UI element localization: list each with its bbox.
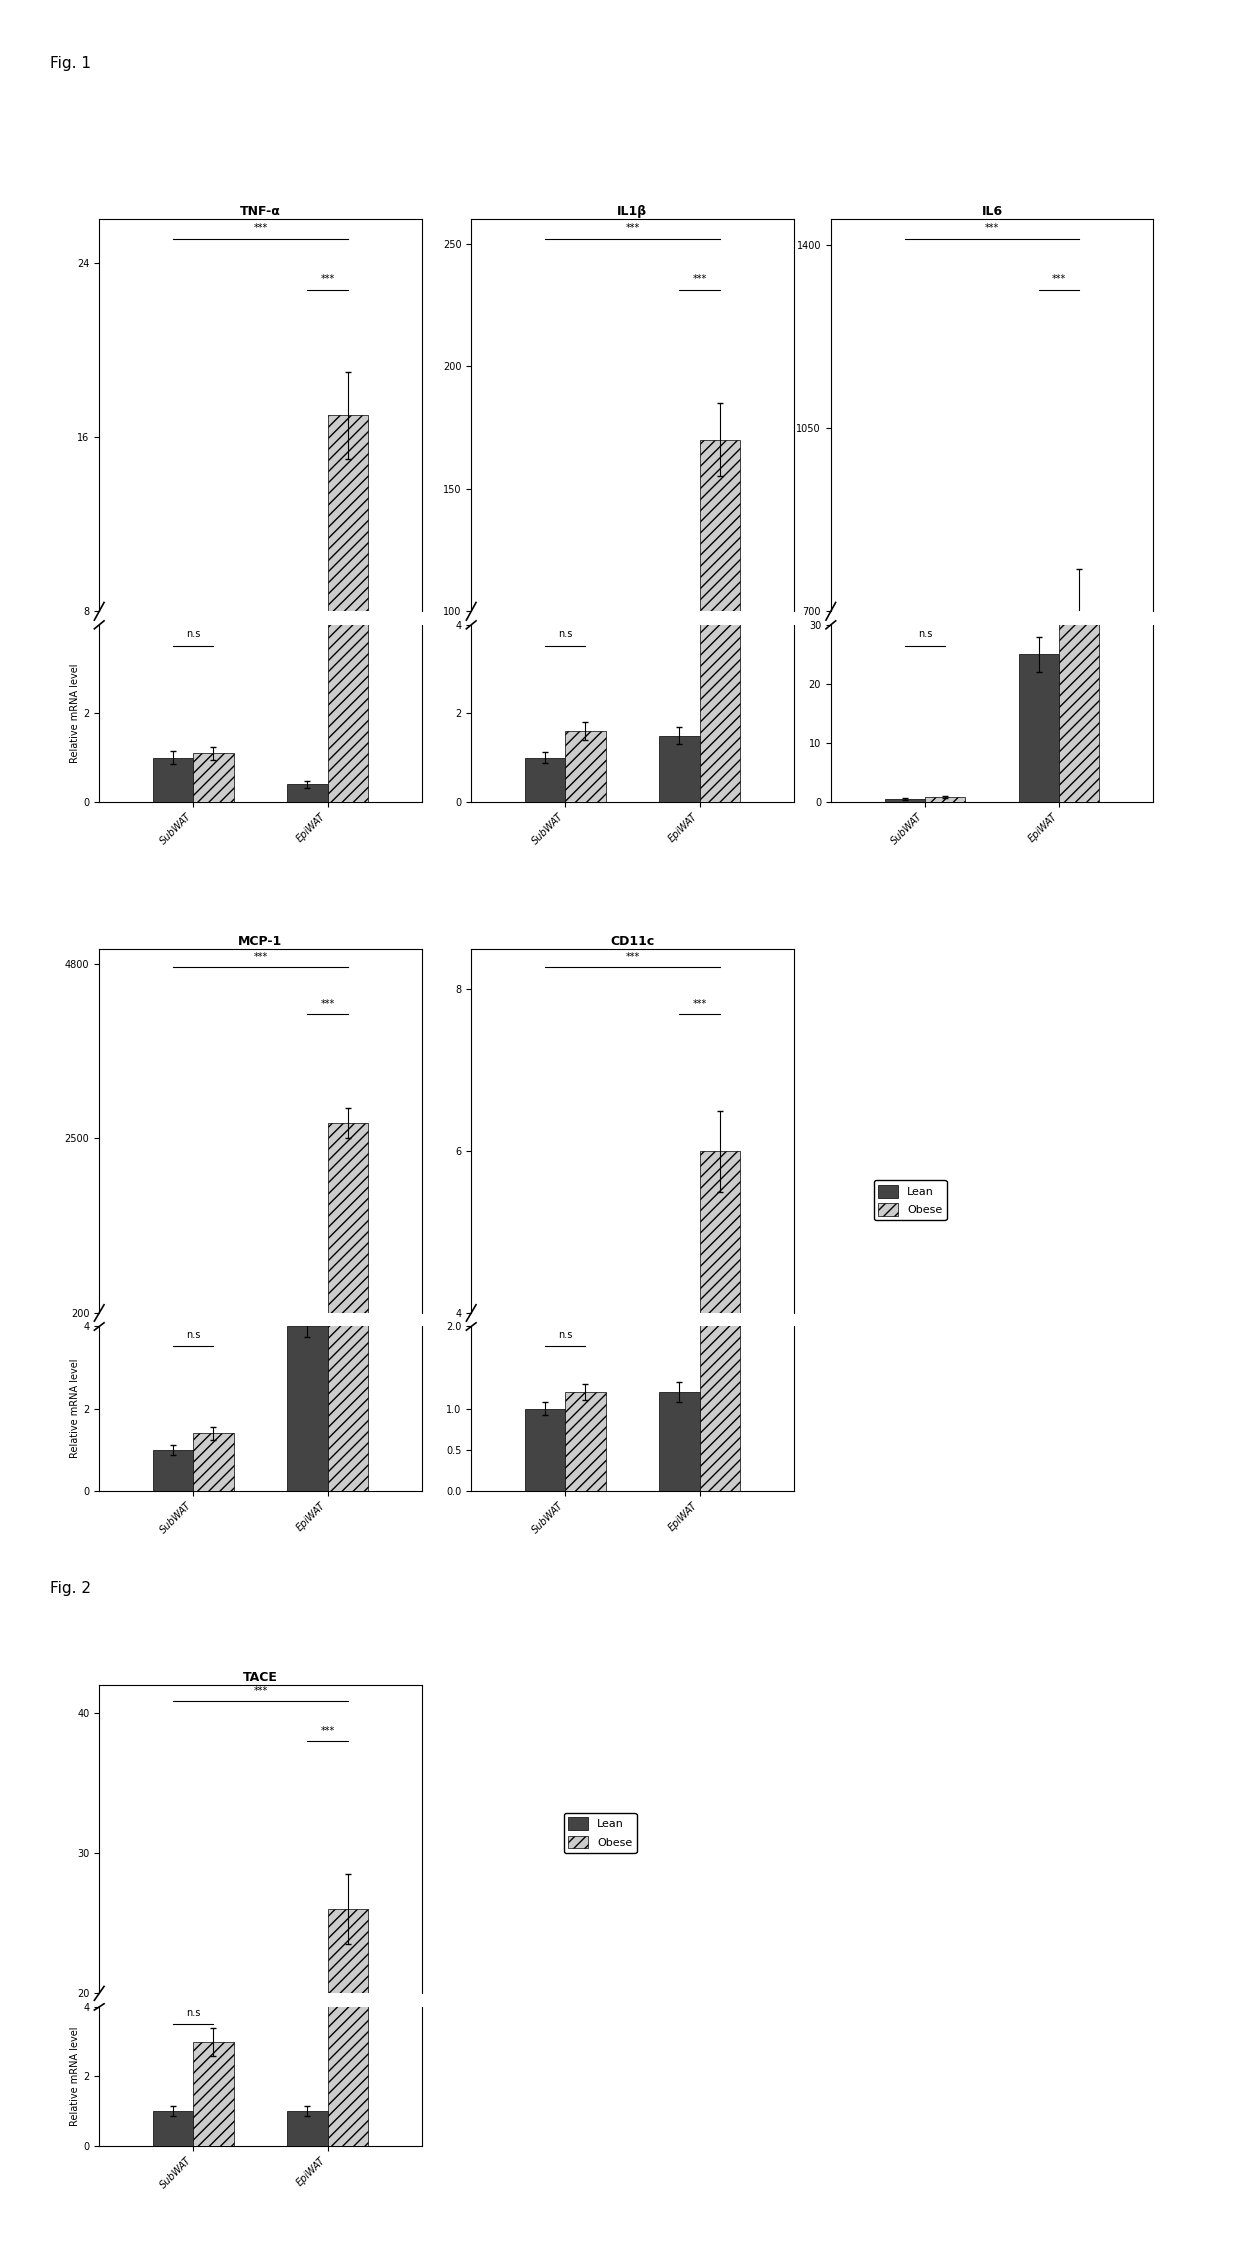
Text: ***: *** [253,1685,268,1697]
Text: ***: *** [1052,273,1066,285]
Title: CD11c: CD11c [610,935,655,947]
Text: ***: *** [625,224,640,233]
Bar [327,416,368,786]
Y-axis label: Relative mRNA level: Relative mRNA level [71,664,81,764]
Legend: Lean, Obese: Lean, Obese [873,1179,946,1220]
Bar [193,1434,233,1491]
Title: IL6: IL6 [981,206,1003,217]
Bar [565,1541,605,1636]
Text: ***: *** [625,951,640,962]
Bar [525,1410,565,1491]
Text: n.s: n.s [186,2008,201,2017]
Bar [288,2112,327,2146]
Bar [1019,655,1059,802]
Bar [699,1152,740,1636]
Bar [699,0,740,802]
Y-axis label: Relative mRNA level: Relative mRNA level [71,2026,81,2126]
Bar [193,2232,233,2259]
Bar [660,736,699,802]
Bar [327,1123,368,1328]
Bar [565,852,605,856]
Bar [153,1450,193,1491]
Bar [525,1556,565,1636]
Text: ***: *** [320,998,335,1010]
Text: n.s: n.s [918,628,932,639]
Bar [193,761,233,786]
Bar [1019,965,1059,978]
Text: ***: *** [253,224,268,233]
Bar [153,2112,193,2146]
Text: Fig. 1: Fig. 1 [50,56,91,72]
Text: Fig. 2: Fig. 2 [50,1581,91,1597]
Bar [1059,612,1100,978]
Bar [525,854,565,856]
Text: ***: *** [985,224,999,233]
Text: n.s: n.s [558,1331,573,1340]
Y-axis label: Relative mRNA level: Relative mRNA level [71,1360,81,1459]
Bar [660,1392,699,1491]
Bar [327,0,368,1491]
Legend: Lean, Obese: Lean, Obese [563,1812,636,1852]
Bar [660,1541,699,1636]
Title: TNF-α: TNF-α [241,206,280,217]
Bar [288,784,327,802]
Bar [699,998,740,1491]
Bar [288,777,327,786]
Bar [327,1909,368,2259]
Text: ***: *** [253,951,268,962]
Bar [288,1326,327,1491]
Bar [565,1392,605,1491]
Bar [327,50,368,802]
Text: ***: *** [692,273,707,285]
Bar [153,764,193,786]
Title: MCP-1: MCP-1 [238,935,283,947]
Bar [925,797,965,802]
Bar [565,732,605,802]
Title: IL1β: IL1β [618,206,647,217]
Text: ***: *** [692,998,707,1010]
Bar [884,800,925,802]
Bar [193,2042,233,2146]
Text: n.s: n.s [186,628,201,639]
Bar [153,757,193,802]
Text: n.s: n.s [558,628,573,639]
Title: TACE: TACE [243,1672,278,1683]
Bar [327,1242,368,2146]
Bar [193,752,233,802]
Bar [1059,0,1100,802]
Bar [525,757,565,802]
Bar [699,441,740,856]
Text: n.s: n.s [186,1331,201,1340]
Bar [660,852,699,856]
Text: ***: *** [320,1726,335,1737]
Text: ***: *** [320,273,335,285]
